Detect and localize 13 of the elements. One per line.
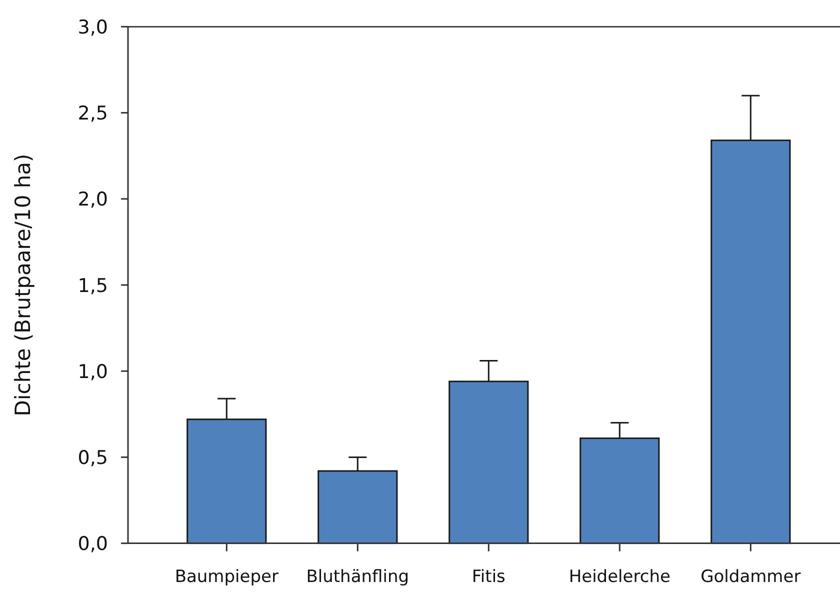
y-tick-label: 1,5: [78, 274, 108, 297]
x-tick-label: Goldammer: [700, 567, 801, 587]
x-tick-label: Heidelerche: [568, 567, 670, 587]
y-tick-label: 0,0: [78, 533, 108, 556]
x-tick-label: Fitis: [472, 567, 506, 587]
x-tick-label: Baumpieper: [174, 567, 278, 587]
y-axis-title: Dichte (Brutpaare/10 ha): [11, 154, 35, 416]
y-tick-label: 3,0: [78, 16, 108, 39]
y-tick-label: 0,5: [78, 447, 108, 470]
y-tick-label: 1,0: [78, 360, 108, 383]
y-tick-label: 2,5: [78, 102, 108, 125]
x-tick-label: Bluthänfling: [306, 567, 410, 587]
y-tick-label: 2,0: [78, 188, 108, 211]
